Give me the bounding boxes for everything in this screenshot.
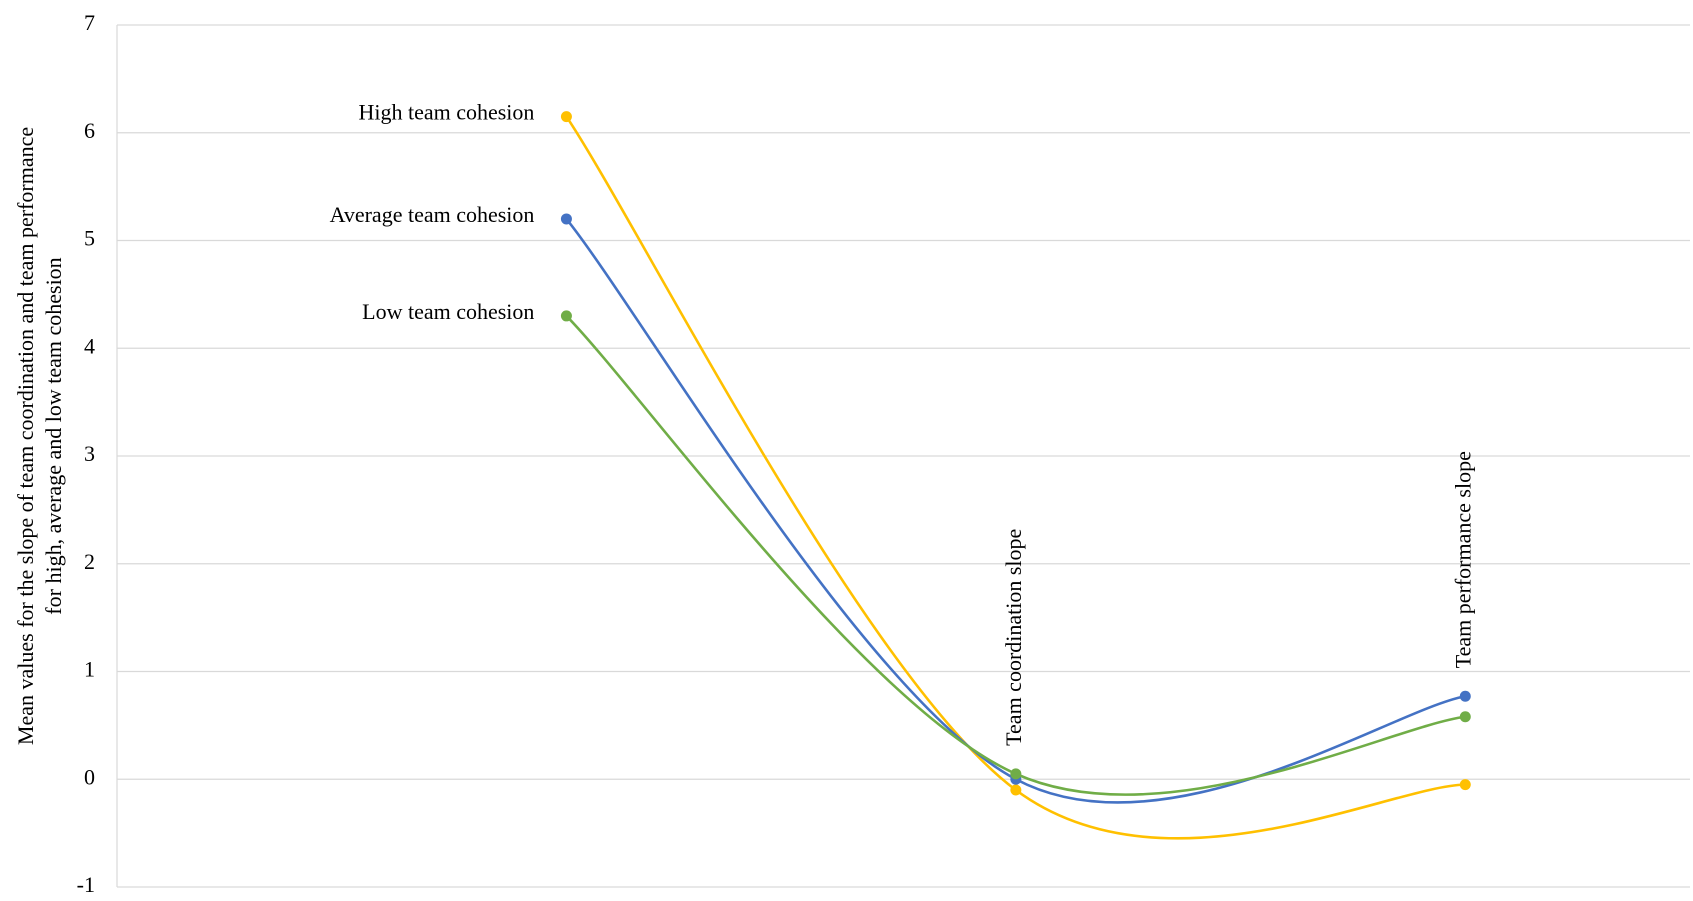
series-line [565, 115, 1466, 840]
y-tick-label: 2 [84, 549, 95, 574]
y-axis-title: Mean values for the slope of team coordi… [13, 127, 66, 745]
legend-label: Low team cohesion [362, 299, 534, 324]
y-tick-label: 1 [84, 657, 95, 682]
y-tick-label: 3 [84, 441, 95, 466]
series-line [565, 218, 1466, 804]
data-point [560, 111, 572, 123]
y-tick-label: 6 [84, 118, 95, 143]
y-tick-label: 0 [84, 764, 95, 789]
data-point [560, 310, 572, 322]
data-point [1010, 784, 1022, 796]
y-axis-title-line: for high, average and low team cohesion [41, 257, 66, 614]
y-tick-label: 4 [84, 333, 95, 358]
data-point [1459, 690, 1471, 702]
data-point [1459, 711, 1471, 723]
data-point [1459, 779, 1471, 791]
y-axis-title-line: Mean values for the slope of team coordi… [13, 127, 38, 745]
y-tick-label: -1 [77, 872, 95, 897]
data-point [1010, 768, 1022, 780]
category-label: Team performance slope [1450, 451, 1475, 668]
y-tick-label: 5 [84, 226, 95, 251]
legend-label: High team cohesion [358, 100, 534, 125]
legend-label: Average team cohesion [330, 202, 535, 227]
category-label: Team coordination slope [1001, 529, 1026, 746]
data-point [560, 213, 572, 225]
series-line [565, 315, 1466, 796]
y-tick-label: 7 [84, 10, 95, 35]
